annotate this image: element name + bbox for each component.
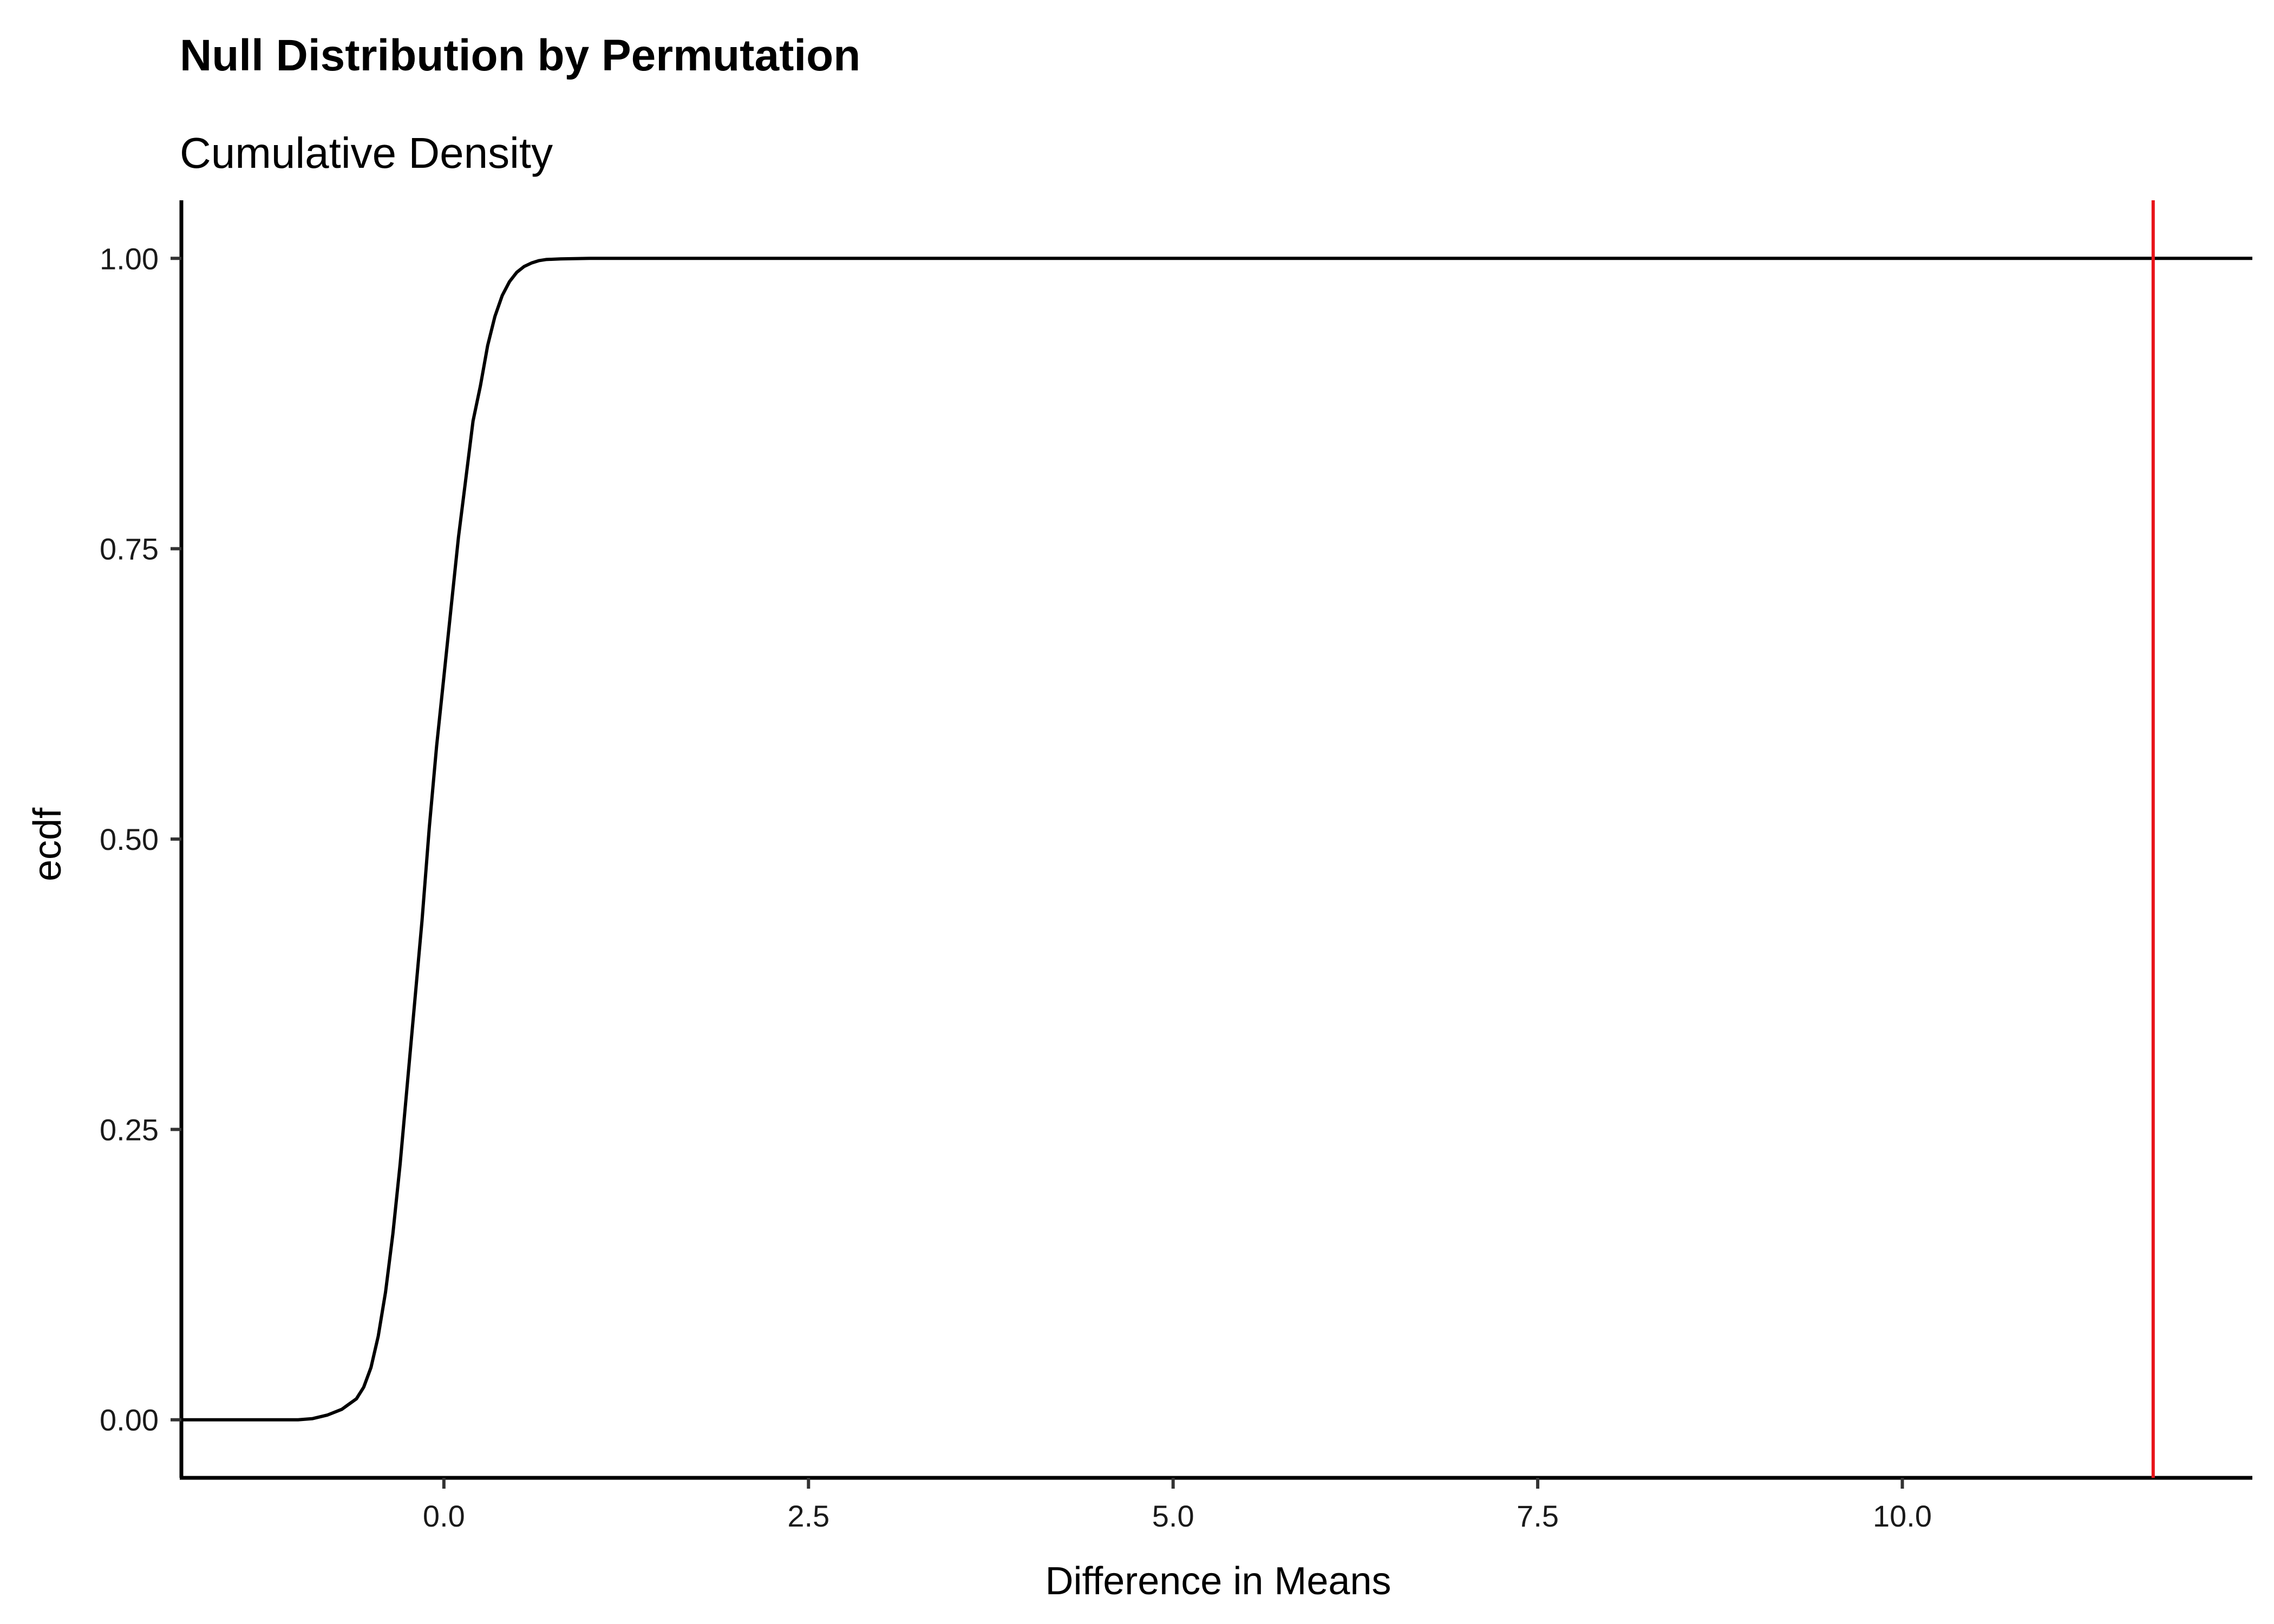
chart-subtitle: Cumulative Density xyxy=(180,129,553,177)
x-tick-label: 10.0 xyxy=(1873,1499,1932,1533)
x-tick-label: 5.0 xyxy=(1152,1499,1194,1533)
chart-title: Null Distribution by Permutation xyxy=(180,31,860,80)
y-tick-label: 1.00 xyxy=(100,241,159,276)
y-tick-label: 0.75 xyxy=(100,532,159,566)
y-tick-label: 0.00 xyxy=(100,1403,159,1437)
x-tick-label: 0.0 xyxy=(423,1499,465,1533)
y-tick-label: 0.25 xyxy=(100,1112,159,1147)
x-axis-title: Difference in Means xyxy=(1045,1560,1391,1603)
y-axis-title: ecdf xyxy=(26,807,69,881)
plot-area: 0.00 0.25 0.50 0.75 1.00 0.0 2.5 5.0 7.5 10.0 xyxy=(100,200,2252,1533)
ecdf-series-line xyxy=(181,257,2252,1422)
x-tick-label: 2.5 xyxy=(787,1499,829,1533)
y-tick-label: 0.50 xyxy=(100,822,159,856)
x-tick-label: 7.5 xyxy=(1517,1499,1559,1533)
